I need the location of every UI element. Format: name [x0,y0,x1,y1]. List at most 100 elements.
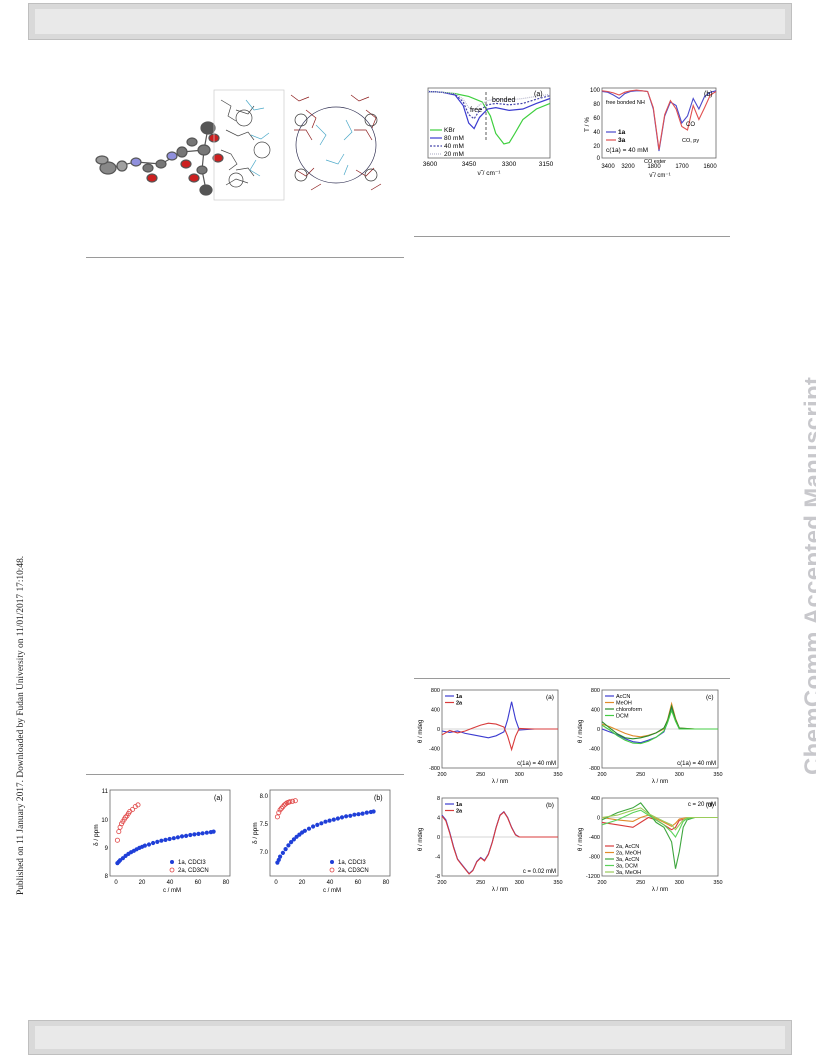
rule-left-2 [86,774,404,775]
y-tick: 0 [597,156,601,162]
y-tick: 0 [597,816,600,822]
x-tick: 20 [139,880,146,886]
y-axis-label: θ / mdeg [418,720,424,743]
data-point [289,840,294,845]
y-tick: 9 [105,846,109,852]
data-point [279,805,285,811]
data-point [311,824,316,829]
x-tick: 60 [355,880,362,886]
plot-frame [269,789,391,877]
data-point [130,806,136,812]
nmr-chart-b: 8.0 7.5 7.0 δ / ppm (b) 1a, CDCl3 2a, CD… [252,789,391,894]
header-bar [28,3,792,40]
series-line [427,90,551,112]
y-tick: -400 [589,747,600,753]
watermark-text: ChemComm Accepted Manuscript [800,376,816,775]
data-point [344,814,349,819]
y-tick: -800 [429,766,440,772]
x-tick: 250 [476,772,485,778]
data-point [291,837,296,842]
annot-co-py: CO, py [682,138,699,144]
legend-entry: 1a [456,694,463,700]
x-tick: 20 [299,880,306,886]
data-point [352,812,357,817]
plot-frame [109,789,231,877]
x-tick: 60 [195,880,202,886]
data-point [287,799,293,805]
y-tick: 0 [437,727,440,733]
y-tick: 10 [101,818,108,824]
y-tick: 100 [590,88,601,94]
data-point [196,831,201,836]
x-tick: 3400 [601,164,615,170]
data-point [211,829,216,834]
y-axis-label: θ / mdeg [578,720,584,743]
data-point [360,811,365,816]
rule-right-2 [414,678,730,679]
legend-3a: 3a [618,137,626,144]
panel-label: (b) [374,795,383,802]
data-point [290,798,296,804]
x-tick: 0 [114,880,118,886]
y-tick: 800 [591,688,600,694]
x-tick: 3450 [462,161,477,168]
watermark: ChemComm Accepted Manuscript [770,275,816,775]
x-tick: 80 [223,880,230,886]
panel-label: (a) [214,795,223,802]
series-line [427,90,551,145]
y-tick: 400 [591,708,600,714]
data-point [192,832,197,837]
legend-entry: 3a, DCM [616,864,638,870]
panel-label: (c) [706,694,714,701]
data-point [114,837,120,843]
data-point [184,833,189,838]
y-tick: 8.0 [260,794,269,800]
legend-entry: 2a, MeOH [616,851,641,857]
y-tick: 4 [437,816,440,822]
x-tick: 3300 [502,161,517,168]
data-point [123,814,129,820]
legend-entry: 2a, AcCN [616,844,639,850]
series-line [441,811,558,875]
legend-1a: 1a, CDCl3 [178,860,206,866]
y-tick: 7.5 [260,822,269,828]
ir-chart-a: (a) free bonded KBr 80 mM 40 mM 20 mM 36… [423,87,554,177]
legend: 1a 3a c(1a) = 40 mM [606,129,648,154]
panel-label: (a) [534,91,543,98]
y-tick: -1200 [586,874,600,880]
y-tick: 40 [593,130,600,136]
x-tick: 200 [597,880,606,886]
x-axis-label: c / mM [163,888,181,894]
data-point [167,836,172,842]
annot-free: free [470,107,482,114]
series-line [427,90,551,130]
y-tick: -400 [429,747,440,753]
legend: KBr 80 mM 40 mM 20 mM [430,127,464,158]
x-tick: 250 [476,880,485,886]
series-line [601,90,717,152]
data-point [356,812,361,817]
data-point [319,821,324,826]
concentration-label: c = 0.02 mM [523,869,556,875]
x-tick: 1600 [703,164,717,170]
y-tick: 400 [591,796,600,802]
data-point [135,802,141,808]
data-point [283,801,289,807]
x-tick: 250 [636,772,645,778]
plot-frame [427,87,551,159]
legend: 1a, CDCl3 2a, CD3CN [169,860,209,874]
panel-label: (b) [546,802,554,809]
y-tick: 800 [431,688,440,694]
x-tick: 350 [553,880,562,886]
y-tick: -800 [589,766,600,772]
data-point [155,839,160,844]
x-tick: 80 [383,880,390,886]
data-point [331,817,336,822]
legend-2a: 2a, CD3CN [338,868,369,874]
x-tick: 1700 [675,164,689,170]
x-axis-label: λ / nm [492,779,508,785]
y-tick: 0 [597,727,600,733]
data-point [142,843,147,848]
x-axis-label: ν̃ / cm⁻¹ [649,173,670,179]
